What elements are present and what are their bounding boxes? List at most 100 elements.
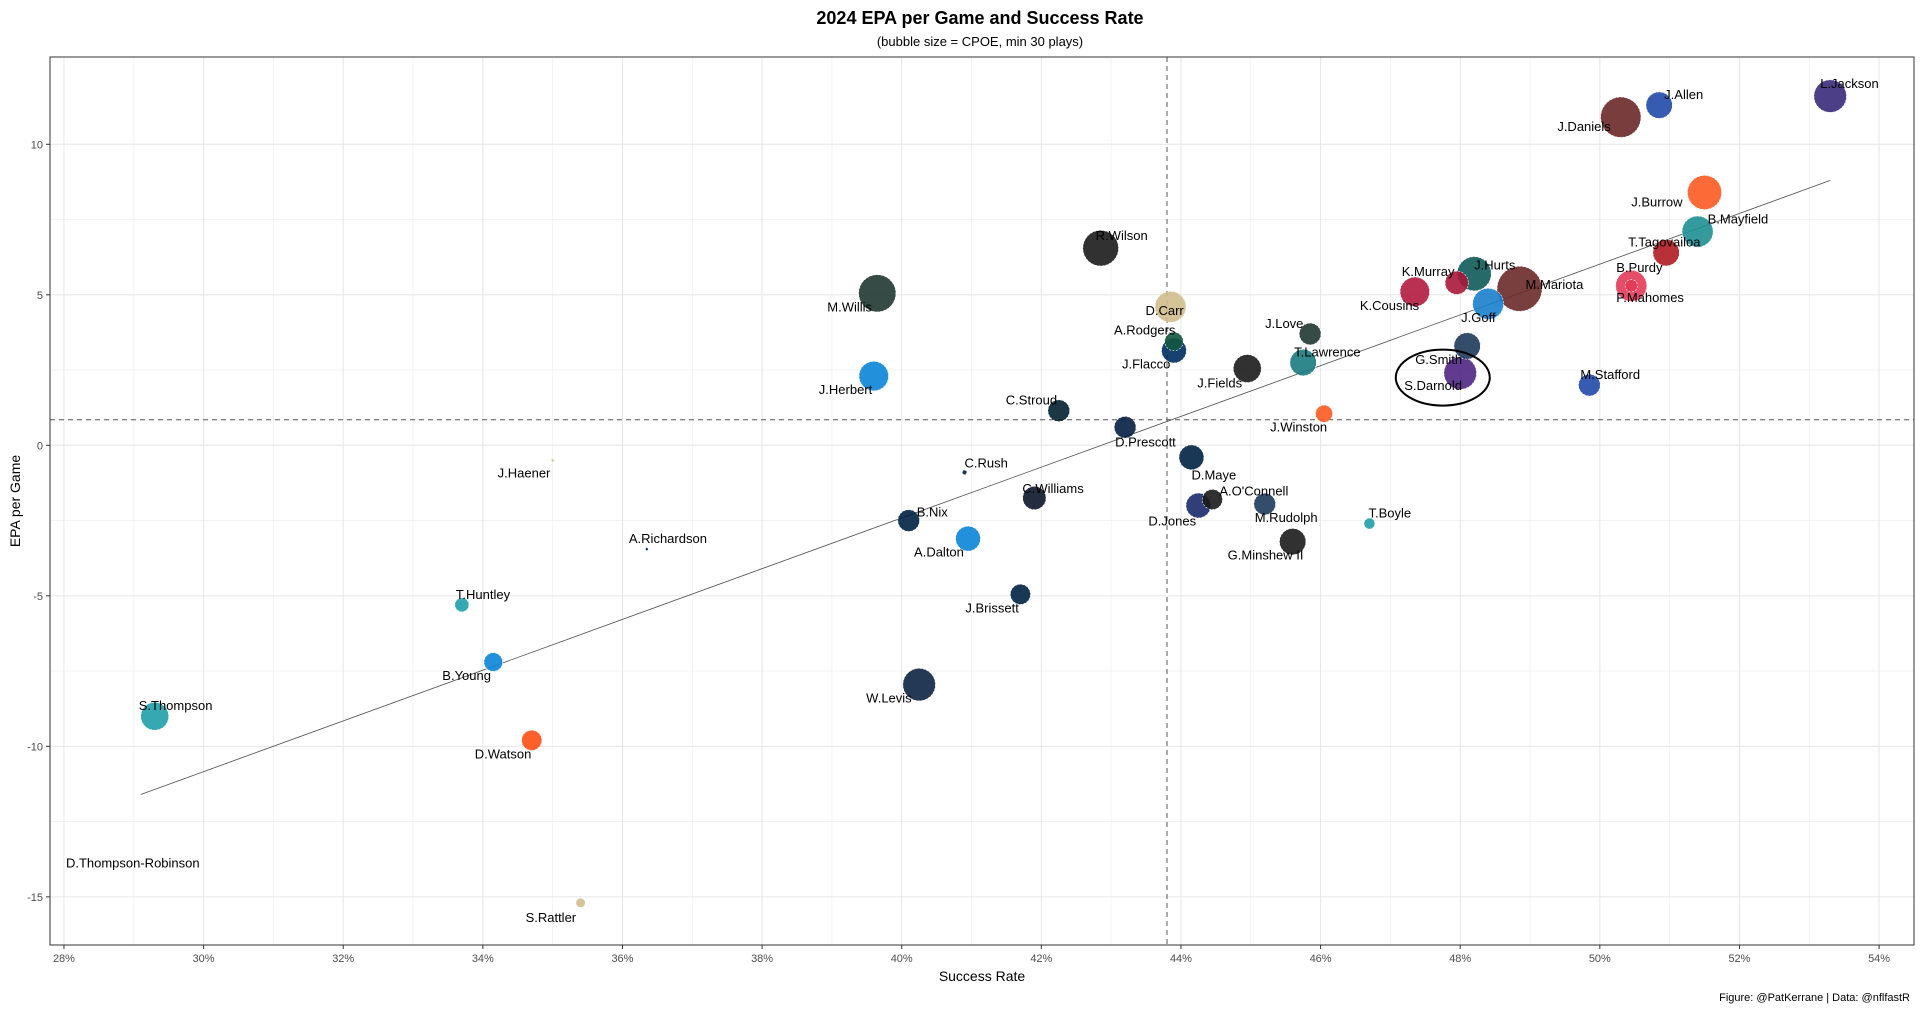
point-r-wilson (1082, 230, 1119, 267)
point-m-willis (858, 274, 897, 313)
reference-lines (50, 57, 1914, 945)
x-tick-label: 52% (1728, 953, 1750, 965)
point-k-murray (1444, 270, 1469, 295)
chart-caption: Figure: @PatKerrane | Data: @nflfastR (1719, 992, 1910, 1004)
grid (50, 57, 1914, 945)
label-j-love: J.Love (1265, 316, 1303, 331)
point-j-burrow (1687, 175, 1722, 210)
label-b-purdy: B.Purdy (1616, 260, 1663, 275)
label-m-rudolph: M.Rudolph (1255, 510, 1318, 525)
label-c-stroud: C.Stroud (1006, 393, 1057, 408)
point-b-young (483, 652, 503, 672)
point-t-huntley (454, 597, 470, 613)
point-m-stafford (1578, 373, 1601, 397)
label-b-young: B.Young (442, 668, 491, 683)
point-s-darnold (1443, 356, 1477, 390)
point-j-goff (1472, 288, 1504, 320)
label-d-jones: D.Jones (1148, 514, 1196, 529)
point-t-boyle (1363, 517, 1376, 530)
point-a-richardson (645, 547, 649, 551)
x-axis-title: Success Rate (939, 968, 1026, 984)
label-j-brissett: J.Brissett (965, 600, 1019, 615)
point-l-jackson (1813, 79, 1847, 113)
x-tick-label: 28% (53, 953, 75, 965)
point-m-mariota (1496, 266, 1543, 312)
highlight-group (1394, 348, 1491, 407)
trend-line (140, 180, 1831, 795)
point-labels: L.Jackson J.Allen J.Daniels J.Burrow B.Mayfi… (66, 76, 1879, 925)
label-a-dalton: A.Dalton (914, 545, 964, 560)
y-tick-label: -15 (27, 892, 43, 904)
label-a-richardson: A.Richardson (629, 531, 707, 546)
point-k-cousins (1399, 276, 1430, 307)
x-tick-label: 32% (332, 953, 354, 965)
label-j-goff: J.Goff (1461, 310, 1496, 325)
label-m-willis: M.Willis (827, 299, 872, 314)
y-tick-label: -10 (27, 741, 43, 753)
point-d-watson (521, 729, 543, 751)
label-s-thompson: S.Thompson (139, 698, 213, 713)
x-tick-label: 38% (751, 953, 773, 965)
label-c-williams: C.Williams (1022, 481, 1084, 496)
chart-subtitle: (bubble size = CPOE, min 30 plays) (877, 34, 1083, 49)
label-j-haener: J.Haener (498, 465, 551, 480)
label-s-darnold: S.Darnold (1404, 378, 1462, 393)
x-tick-label: 36% (611, 953, 633, 965)
label-w-levis: W.Levis (866, 691, 912, 706)
label-t-boyle: T.Boyle (1368, 506, 1411, 521)
point-d-prescott (1113, 416, 1137, 439)
point-j-fields (1233, 354, 1262, 383)
point-d-maye (1178, 444, 1205, 471)
label-j-allen: J.Allen (1664, 87, 1703, 102)
label-p-mahomes: P.Mahomes (1616, 290, 1684, 305)
point-d-carr (1154, 291, 1187, 323)
point-b-mayfield (1681, 215, 1714, 248)
y-tick-label: 0 (37, 440, 43, 452)
axis-ticks: 28% 30% 32% 34% 36% 38% 40% 42% 44% 46% 48% 50% 52% 5… (27, 139, 1890, 965)
y-tick-label: 5 (37, 290, 43, 302)
label-g-minshew-ii: G.Minshew II (1228, 548, 1304, 563)
label-g-smith: G.Smith (1415, 352, 1462, 367)
point-c-rush (961, 469, 968, 476)
point-j-love (1298, 322, 1322, 346)
x-tick-label: 30% (193, 953, 215, 965)
label-b-nix: B.Nix (917, 505, 949, 520)
x-tick-label: 46% (1310, 953, 1332, 965)
label-l-jackson: L.Jackson (1820, 76, 1879, 91)
point-j-allen (1645, 91, 1673, 119)
label-s-rattler: S.Rattler (526, 910, 577, 925)
label-j-flacco: J.Flacco (1122, 356, 1170, 371)
label-m-mariota: M.Mariota (1526, 277, 1585, 292)
label-t-huntley: T.Huntley (456, 587, 511, 602)
label-c-rush: C.Rush (965, 455, 1008, 470)
x-tick-label: 44% (1170, 953, 1192, 965)
label-t-lawrence: T.Lawrence (1294, 345, 1360, 360)
point-j-daniels (1600, 96, 1642, 138)
point-a-o-connell (1202, 489, 1223, 510)
point-c-stroud (1047, 399, 1070, 422)
point-b-nix (897, 509, 920, 532)
label-r-wilson: R.Wilson (1096, 228, 1148, 243)
label-k-cousins: K.Cousins (1360, 298, 1420, 313)
label-j-fields: J.Fields (1197, 376, 1242, 391)
point-m-rudolph (1253, 492, 1276, 516)
label-k-murray: K.Murray (1402, 264, 1455, 279)
x-tick-label: 50% (1589, 953, 1611, 965)
y-axis-title: EPA per Game (7, 455, 23, 548)
point-t-tagovailoa (1652, 239, 1680, 267)
label-j-winston: J.Winston (1270, 420, 1327, 435)
label-t-tagovailoa: T.Tagovailoa (1628, 235, 1701, 250)
label-m-stafford: M.Stafford (1580, 367, 1640, 382)
point-t-lawrence (1289, 349, 1317, 377)
x-tick-label: 42% (1030, 953, 1052, 965)
y-tick-label: 10 (31, 139, 43, 151)
label-b-mayfield: B.Mayfield (1708, 212, 1769, 227)
label-a-o-connell: A.O'Connell (1219, 483, 1288, 498)
label-j-burrow: J.Burrow (1631, 194, 1683, 209)
x-tick-label: 40% (891, 953, 913, 965)
y-tick-label: -5 (33, 591, 43, 603)
point-c-williams (1022, 486, 1047, 510)
point-j-winston (1315, 404, 1333, 423)
